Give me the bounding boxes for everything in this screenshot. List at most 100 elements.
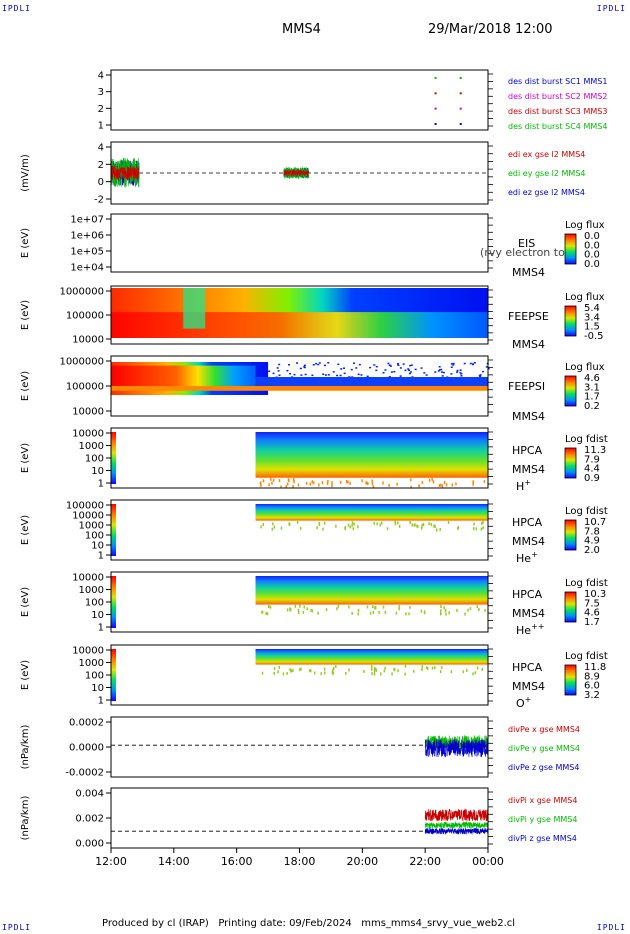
y-axis-label: E (eV) bbox=[20, 228, 31, 258]
feepsi-speck bbox=[456, 371, 459, 373]
hpca-speck bbox=[321, 481, 324, 485]
hpca-speck bbox=[278, 479, 281, 483]
feepsi-speck bbox=[366, 375, 369, 378]
burst-mark bbox=[434, 107, 437, 110]
feepsi-speck bbox=[479, 375, 482, 378]
hpca-speck bbox=[289, 668, 291, 672]
burst-mark bbox=[434, 123, 437, 125]
hpca-speck bbox=[372, 605, 374, 609]
y-tick-label: 1 bbox=[98, 121, 104, 132]
legend-entry: edi ex gse l2 MMS4 bbox=[508, 150, 585, 159]
hpca-speck bbox=[297, 483, 300, 487]
hpca-speck bbox=[476, 666, 479, 670]
hpca-speck bbox=[290, 669, 293, 673]
hpca-speck bbox=[379, 523, 382, 527]
hpca-early-burst bbox=[111, 649, 116, 701]
hpca-speck bbox=[438, 483, 441, 487]
hpca-speck bbox=[300, 667, 302, 671]
hpca-speck bbox=[441, 484, 444, 488]
hpca-speck bbox=[472, 672, 474, 676]
instrument-label: HPCA bbox=[512, 661, 543, 674]
hpca-speck bbox=[262, 522, 265, 526]
hpca-speck bbox=[423, 611, 426, 615]
colorbar-tick: 1.7 bbox=[584, 392, 600, 403]
hpca-spectrogram bbox=[255, 504, 488, 521]
hpca-speck bbox=[473, 522, 475, 526]
panel-p1: 4 3 2 1 des dist burst SC1 MMS1 des dist burs… bbox=[98, 69, 607, 132]
hpca-speck bbox=[478, 608, 480, 612]
feepsi-speck bbox=[408, 372, 411, 375]
feepsi-speck bbox=[404, 369, 407, 372]
corner-label-bottom-right: IPDLI bbox=[596, 923, 626, 932]
feepsi-speck bbox=[487, 367, 490, 370]
hpca-speck bbox=[297, 611, 300, 615]
hpca-speck bbox=[440, 609, 442, 613]
hpca-speck bbox=[434, 666, 436, 670]
hpca-speck bbox=[294, 604, 297, 608]
colorbar-tick: 0.0 bbox=[584, 240, 600, 251]
y-axis-label: E (eV) bbox=[20, 515, 31, 545]
colorbar-tick: 3.1 bbox=[584, 382, 600, 393]
feepsi-speck bbox=[355, 367, 358, 369]
y-tick-label: 100 bbox=[85, 531, 104, 542]
hpca-speck bbox=[394, 520, 396, 524]
hpca-speck bbox=[482, 520, 484, 524]
hpca-speck bbox=[292, 485, 294, 489]
feepsi-speck bbox=[303, 366, 306, 369]
hpca-speck bbox=[421, 668, 423, 672]
legend-entry: des dist burst SC4 MMS4 bbox=[508, 122, 607, 131]
feepsi-speck bbox=[360, 374, 363, 376]
panel-p10: 0.0002 0.0000 -0.0002 (nPa/km) divPe x gse M… bbox=[20, 716, 580, 779]
feepsi-speck bbox=[348, 376, 351, 378]
feepsi-speck bbox=[411, 376, 414, 378]
feepsi-speck bbox=[339, 374, 342, 377]
burst-mark bbox=[459, 123, 462, 125]
colorbar-tick: 5.4 bbox=[584, 303, 600, 314]
y-tick-label: 0.0002 bbox=[69, 718, 104, 729]
species-charge: + bbox=[531, 550, 538, 559]
y-tick-label: -0.0002 bbox=[65, 768, 104, 779]
hpca-speck bbox=[427, 666, 429, 670]
hpca-speck bbox=[285, 485, 288, 489]
y-tick-label: 0.000 bbox=[75, 839, 104, 850]
feepsi-speck bbox=[440, 371, 443, 373]
feepsi-speck bbox=[327, 374, 330, 376]
legend-entry: divPi x gse MMS4 bbox=[508, 796, 577, 805]
instrument-label: FEEPSE bbox=[508, 310, 549, 323]
efield-trace bbox=[110, 165, 140, 181]
feepsi-speck bbox=[289, 372, 292, 375]
feepse-gap bbox=[111, 338, 488, 342]
burst-mark bbox=[434, 77, 437, 79]
hpca-speck bbox=[299, 604, 301, 608]
feepsi-speck bbox=[340, 368, 343, 370]
colorbar-tick: 1.7 bbox=[584, 617, 600, 628]
colorbar-tick: 7.5 bbox=[584, 598, 600, 609]
instrument-label: HPCA bbox=[512, 588, 543, 601]
feepsi-speck bbox=[440, 368, 443, 371]
y-tick-label: 1 bbox=[98, 551, 104, 562]
hpca-speck bbox=[337, 604, 340, 608]
feepsi-speck bbox=[375, 369, 378, 372]
corner-label-top-right: IPDLI bbox=[596, 4, 626, 13]
instrument-label: FEEPSI bbox=[508, 380, 545, 393]
hpca-speck bbox=[464, 612, 466, 616]
hpca-speck bbox=[421, 665, 424, 669]
feepsi-speck bbox=[387, 362, 390, 365]
feepsi-speck bbox=[311, 374, 314, 377]
y-tick-label: 1 bbox=[98, 696, 104, 707]
hpca-speck bbox=[457, 525, 460, 529]
hpca-speck bbox=[311, 480, 314, 484]
hpca-speck bbox=[297, 608, 300, 612]
feepsi-speck bbox=[327, 362, 330, 364]
colorbar-tick: 4.4 bbox=[584, 464, 600, 475]
hpca-speck bbox=[413, 669, 415, 673]
hpca-speck bbox=[326, 481, 329, 485]
hpca-speck bbox=[367, 482, 369, 486]
y-axis-label: (nPa/km) bbox=[20, 796, 31, 841]
feepsi-speck bbox=[322, 373, 325, 375]
y-tick-label: 10000 bbox=[72, 573, 104, 584]
y-tick-label: 1000000 bbox=[59, 287, 104, 298]
colorbar-tick: 0.0 bbox=[584, 250, 600, 261]
hpca-speck bbox=[309, 482, 312, 486]
hpca-speck bbox=[473, 526, 475, 530]
